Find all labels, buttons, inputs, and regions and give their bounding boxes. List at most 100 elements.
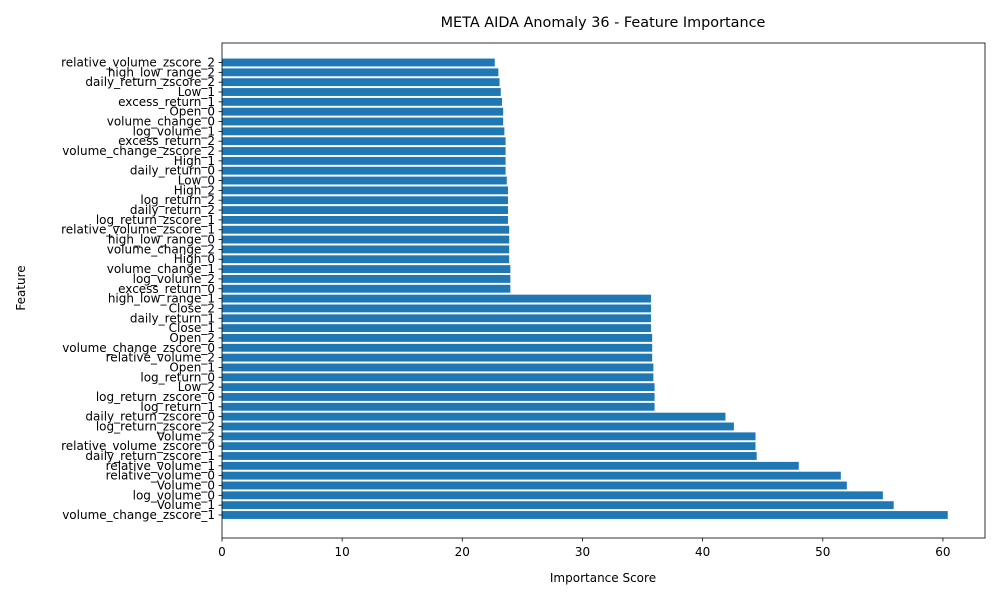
y-tick-label: relative_volume_zscore_2 bbox=[61, 56, 215, 70]
y-tick-label: daily_return_zscore_1 bbox=[85, 449, 215, 463]
bar-Volume_2 bbox=[222, 432, 756, 441]
bar-High_0 bbox=[222, 255, 510, 264]
x-tick-label: 20 bbox=[455, 545, 470, 559]
y-tick-label: log_volume_1 bbox=[133, 124, 215, 138]
y-tick-label: log_return_1 bbox=[140, 400, 215, 414]
y-tick-label: log_return_zscore_2 bbox=[96, 419, 215, 433]
y-tick-label: volume_change_zscore_2 bbox=[62, 144, 215, 158]
bar-Volume_1 bbox=[222, 501, 894, 510]
x-tick-label: 30 bbox=[575, 545, 590, 559]
bar-daily_return_1 bbox=[222, 314, 651, 323]
y-tick-label: relative_volume_1 bbox=[106, 459, 215, 473]
bar-Open_1 bbox=[222, 363, 654, 372]
bar-volume_change_zscore_0 bbox=[222, 343, 653, 352]
bar-Low_1 bbox=[222, 88, 501, 96]
y-tick-label: Volume_1 bbox=[157, 498, 215, 512]
y-tick-label: Open_0 bbox=[169, 105, 215, 119]
bar-high_low_range_2 bbox=[222, 68, 499, 77]
bar-Low_0 bbox=[222, 176, 507, 185]
y-tick-label: volume_change_2 bbox=[107, 242, 215, 256]
bar-volume_change_zscore_2 bbox=[222, 147, 506, 155]
bar-relative_volume_zscore_0 bbox=[222, 442, 756, 451]
bars-group bbox=[222, 58, 948, 519]
bar-Volume_0 bbox=[222, 481, 847, 490]
bar-daily_return_zscore_2 bbox=[222, 78, 500, 87]
bar-log_volume_1 bbox=[222, 127, 505, 136]
bar-daily_return_0 bbox=[222, 166, 506, 175]
y-tick-label: excess_return_2 bbox=[118, 134, 215, 148]
bar-relative_volume_zscore_2 bbox=[222, 58, 495, 67]
y-tick-label: log_volume_2 bbox=[133, 272, 215, 286]
bar-volume_change_zscore_1 bbox=[222, 511, 948, 519]
y-tick-label: Open_2 bbox=[169, 331, 215, 345]
x-tick-label: 60 bbox=[935, 545, 950, 559]
y-tick-label: relative_volume_zscore_1 bbox=[61, 223, 215, 237]
y-tick-label: high_low_range_1 bbox=[108, 292, 215, 306]
y-tick-label: volume_change_0 bbox=[107, 115, 215, 129]
y-tick-label: log_return_0 bbox=[140, 370, 215, 384]
y-tick-label: Low_1 bbox=[178, 85, 215, 99]
chart-title: META AIDA Anomaly 36 - Feature Importanc… bbox=[441, 15, 766, 31]
bar-log_return_zscore_1 bbox=[222, 215, 508, 224]
y-tick-label: High_2 bbox=[174, 183, 215, 197]
bar-High_2 bbox=[222, 186, 508, 195]
bar-Close_2 bbox=[222, 304, 651, 313]
y-tick-label: daily_return_1 bbox=[130, 311, 215, 325]
plot-frame bbox=[221, 42, 986, 539]
y-tick-label: relative_volume_0 bbox=[106, 469, 215, 483]
bar-log_return_0 bbox=[222, 373, 654, 382]
bar-log_return_zscore_0 bbox=[222, 393, 655, 401]
y-tick-label: high_low_range_2 bbox=[108, 65, 215, 79]
y-tick-label: Close_1 bbox=[169, 321, 215, 335]
bar-daily_return_zscore_1 bbox=[222, 452, 757, 460]
bar-Close_1 bbox=[222, 324, 651, 333]
y-axis-title: Feature bbox=[14, 265, 28, 310]
y-tick-label: daily_return_zscore_2 bbox=[85, 75, 215, 89]
y-tick-label: Low_2 bbox=[178, 380, 215, 394]
y-tick-label: Volume_2 bbox=[157, 429, 215, 443]
bar-daily_return_2 bbox=[222, 206, 508, 214]
y-tick-label: relative_volume_2 bbox=[106, 351, 215, 365]
y-tick-label: High_1 bbox=[174, 154, 215, 168]
bar-excess_return_2 bbox=[222, 137, 506, 146]
bar-volume_change_2 bbox=[222, 245, 510, 254]
bar-relative_volume_0 bbox=[222, 471, 841, 480]
bar-volume_change_1 bbox=[222, 265, 511, 274]
bar-relative_volume_zscore_1 bbox=[222, 225, 510, 234]
bar-volume_change_0 bbox=[222, 117, 504, 126]
y-tick-label: high_low_range_0 bbox=[108, 233, 215, 247]
y-tick-label: relative_volume_zscore_0 bbox=[61, 439, 215, 453]
bar-log_volume_2 bbox=[222, 274, 511, 283]
bar-daily_return_zscore_0 bbox=[222, 412, 726, 421]
y-tick-label: Volume_0 bbox=[157, 478, 215, 492]
y-tick-label: High_0 bbox=[174, 252, 215, 266]
y-tick-label: log_return_2 bbox=[140, 193, 215, 207]
bar-log_return_zscore_2 bbox=[222, 422, 734, 431]
y-tick-label: Open_1 bbox=[169, 360, 215, 374]
x-ticks: 0 10 20 30 40 50 60 bbox=[218, 538, 951, 559]
bar-log_return_2 bbox=[222, 196, 508, 205]
y-tick-label: volume_change_zscore_0 bbox=[62, 341, 215, 355]
y-tick-label: Low_0 bbox=[178, 174, 215, 188]
bar-high_low_range_1 bbox=[222, 294, 651, 303]
bar-Open_2 bbox=[222, 334, 653, 342]
x-tick-label: 40 bbox=[695, 545, 710, 559]
x-tick-label: 0 bbox=[218, 545, 226, 559]
y-tick-labels: volume_change_zscore_1Volume_1log_volume… bbox=[61, 56, 222, 522]
bar-high_low_range_0 bbox=[222, 235, 510, 244]
y-tick-label: daily_return_zscore_0 bbox=[85, 410, 215, 424]
x-tick-label: 10 bbox=[335, 545, 350, 559]
bar-relative_volume_2 bbox=[222, 353, 653, 362]
bar-High_1 bbox=[222, 156, 506, 165]
bar-relative_volume_1 bbox=[222, 461, 799, 470]
y-tick-label: log_return_zscore_0 bbox=[96, 390, 215, 404]
y-tick-label: excess_return_1 bbox=[118, 95, 215, 109]
bar-log_volume_0 bbox=[222, 491, 883, 500]
x-axis-title: Importance Score bbox=[550, 571, 656, 585]
y-tick-label: Close_2 bbox=[169, 301, 215, 315]
bar-log_return_1 bbox=[222, 402, 655, 411]
bar-excess_return_0 bbox=[222, 284, 511, 293]
bar-Open_0 bbox=[222, 107, 504, 116]
y-tick-label: log_volume_0 bbox=[133, 488, 215, 502]
